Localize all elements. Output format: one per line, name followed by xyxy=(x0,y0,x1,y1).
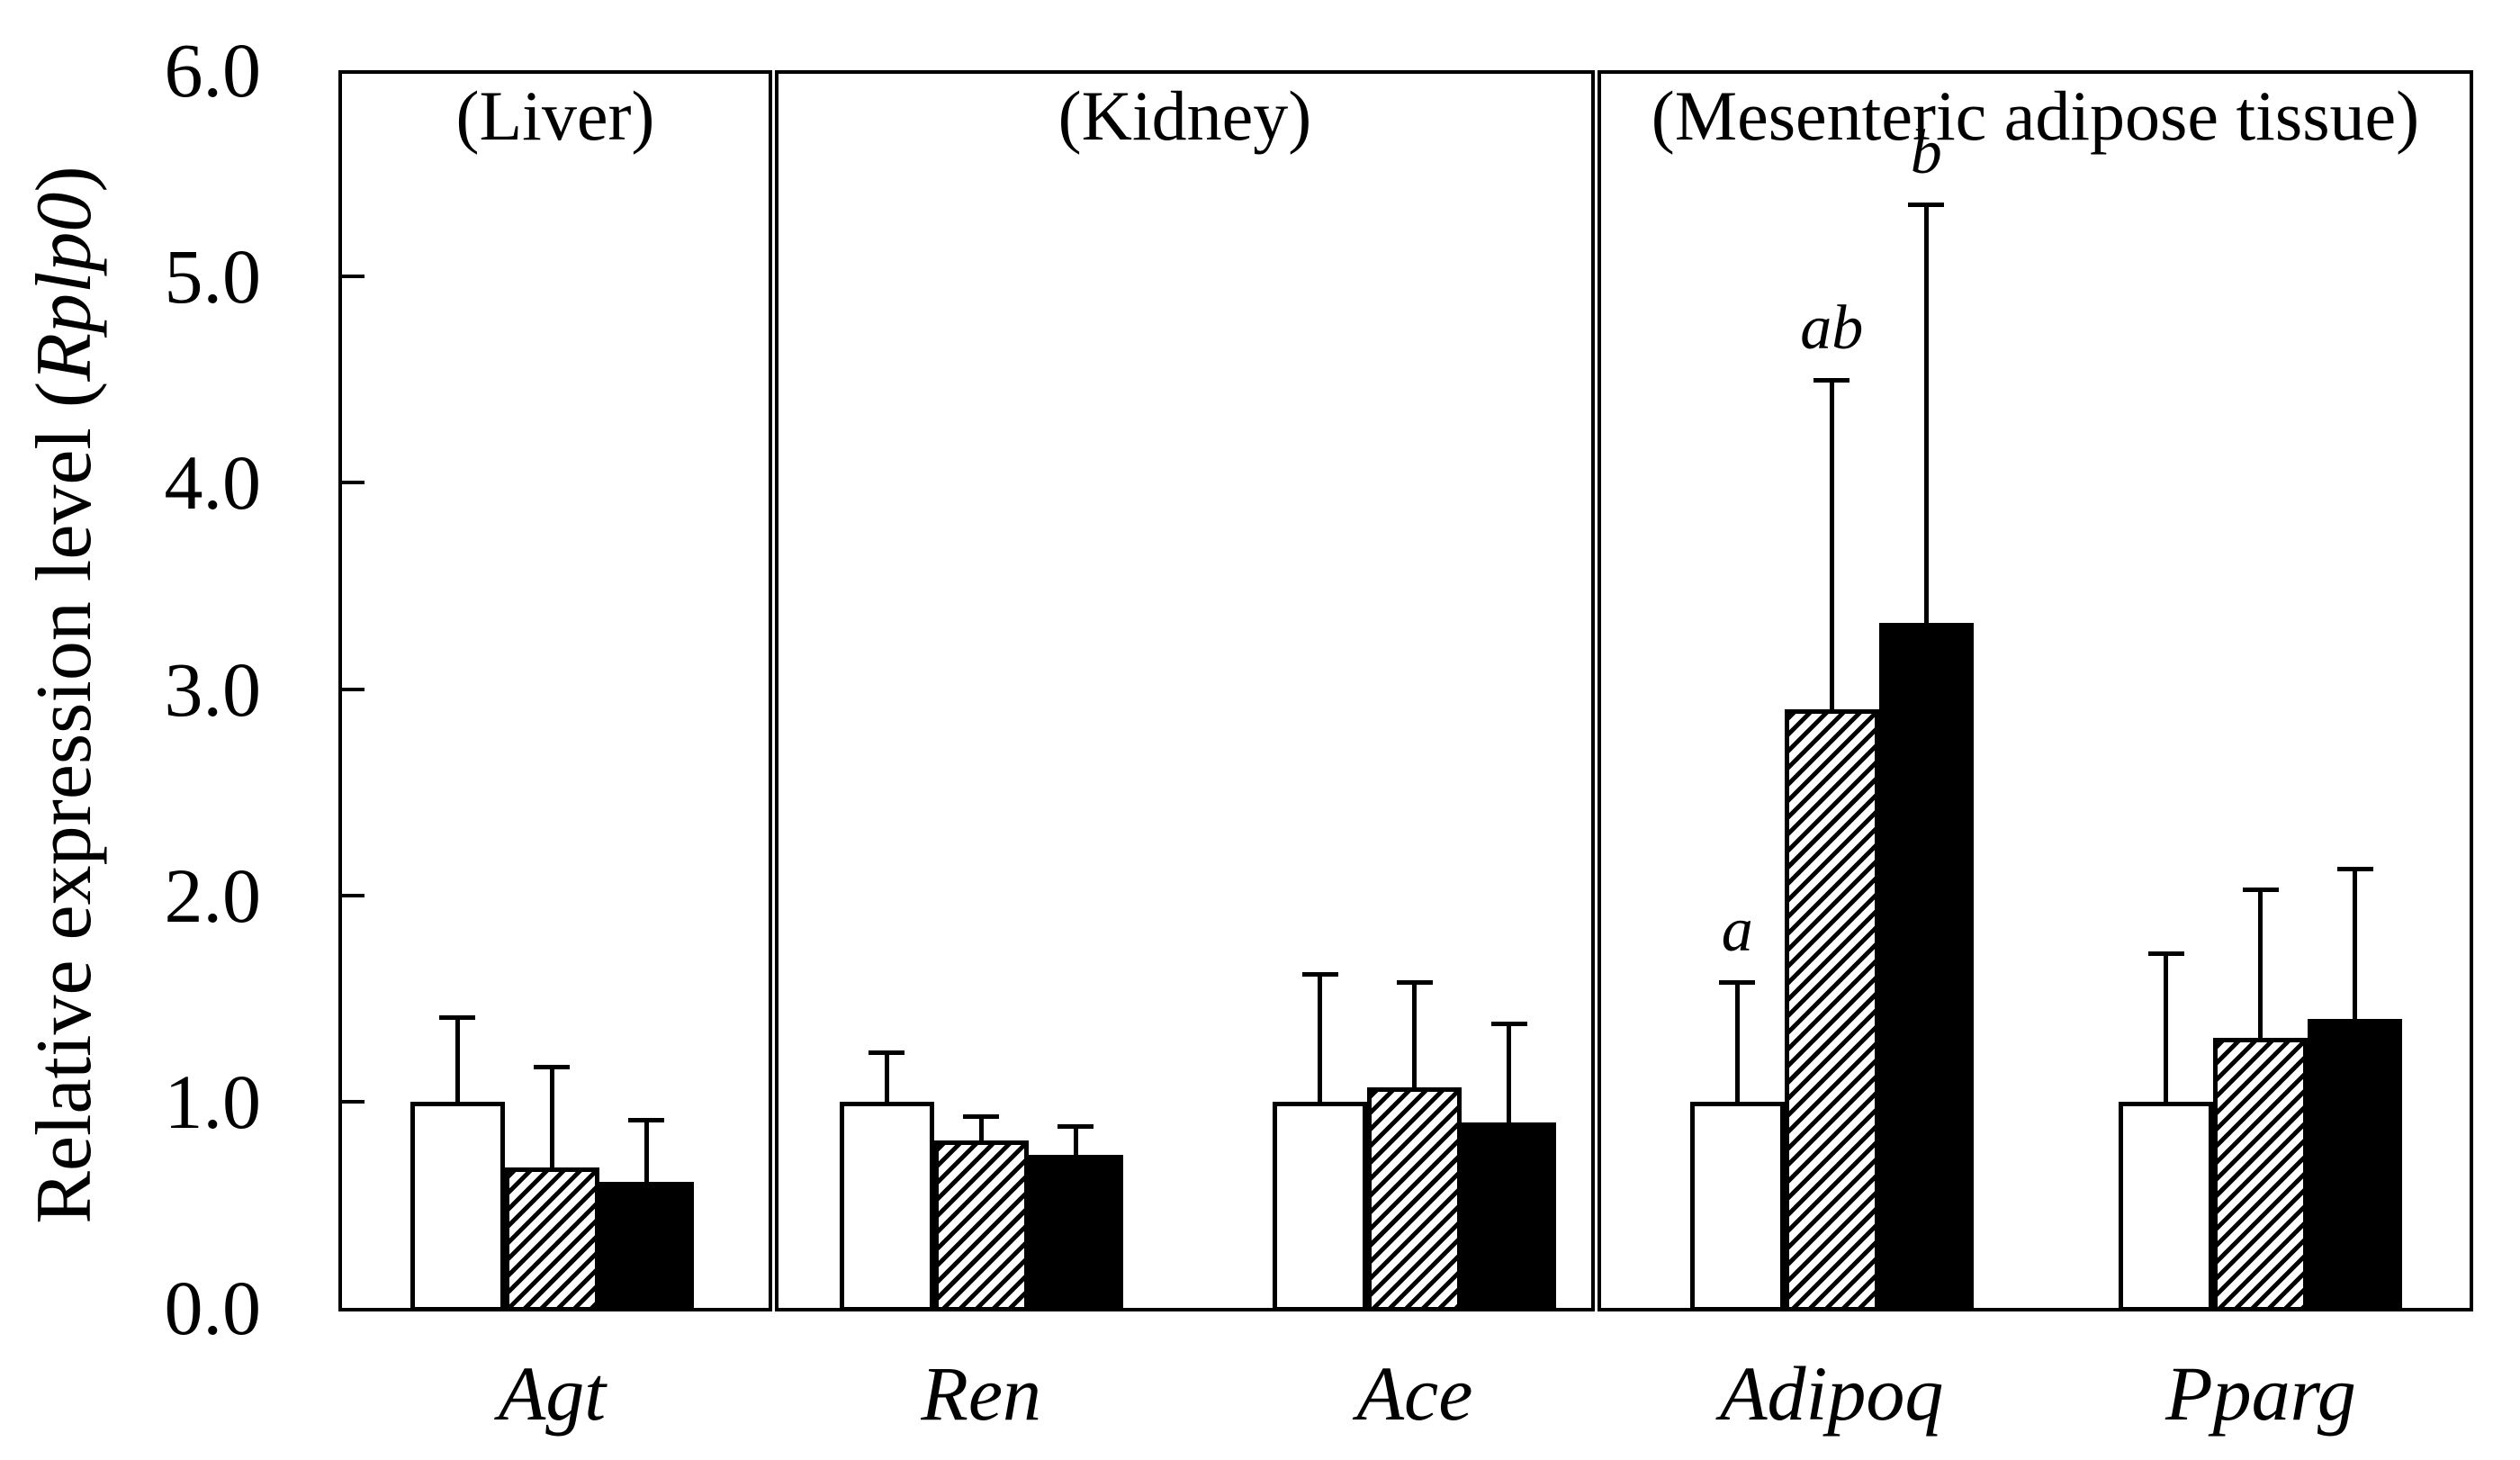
error-bar-cap xyxy=(1490,1021,1527,1026)
panel-title: (Kidney) xyxy=(1058,77,1312,155)
error-bar-line xyxy=(1923,203,1929,624)
y-tick-label: 0.0 xyxy=(164,1265,262,1351)
error-bar-line xyxy=(1734,981,1740,1102)
y-tick-label: 1.0 xyxy=(164,1058,262,1145)
significance-letter-ab: ab xyxy=(1800,293,1864,363)
error-bar-cap xyxy=(2147,951,2184,956)
bar-agt-white xyxy=(410,1101,505,1311)
x-axis-label-adipoq: Adipoq xyxy=(1719,1350,1944,1437)
error-bar-cap xyxy=(2336,866,2373,871)
bar-adipoq-white xyxy=(1689,1101,1785,1311)
bar-ren-black xyxy=(1028,1155,1123,1311)
y-tick-mark xyxy=(342,481,364,485)
error-bar-line xyxy=(644,1120,649,1183)
error-bar-line xyxy=(978,1115,984,1141)
error-bar-cap xyxy=(439,1014,476,1020)
bar-agt-black xyxy=(598,1182,694,1311)
bar-ren-hatched xyxy=(933,1140,1029,1311)
error-bar-line xyxy=(549,1066,554,1168)
error-bar-line xyxy=(454,1016,460,1102)
panel-kidney: (Kidney) xyxy=(774,70,1595,1311)
x-axis-label-pparg: Pparg xyxy=(2165,1350,2356,1437)
error-bar-cap xyxy=(963,1113,1000,1119)
error-bar-cap xyxy=(534,1064,571,1069)
error-bar-line xyxy=(1829,379,1834,710)
error-bar-cap xyxy=(1058,1124,1094,1130)
error-bar-line xyxy=(2353,868,2358,1020)
bar-adipoq-hatched xyxy=(1784,709,1879,1311)
y-axis-title-suffix: ) xyxy=(21,166,108,193)
y-tick-label: 5.0 xyxy=(164,233,262,320)
error-bar-line xyxy=(1412,981,1418,1087)
error-bar-line xyxy=(1073,1126,1078,1156)
y-tick-mark xyxy=(342,893,364,897)
y-tick-mark xyxy=(342,687,364,691)
bar-ren-white xyxy=(839,1101,934,1311)
error-bar-line xyxy=(884,1051,889,1102)
bar-ace-black xyxy=(1462,1122,1557,1311)
error-bar-cap xyxy=(628,1118,665,1123)
bar-pparg-black xyxy=(2308,1019,2403,1311)
error-bar-line xyxy=(2258,888,2264,1038)
bar-adipoq-black xyxy=(1878,623,1974,1311)
bar-pparg-white xyxy=(2119,1101,2214,1311)
panel-mesentericadiposetissue: (Mesenteric adipose tissue) xyxy=(1597,70,2473,1311)
error-bar-line xyxy=(1507,1023,1512,1122)
y-tick-label: 3.0 xyxy=(164,645,262,733)
x-axis-label-ace: Ace xyxy=(1356,1350,1473,1437)
panel-title: (Liver) xyxy=(455,77,655,155)
panel-title: (Mesenteric adipose tissue) xyxy=(1651,77,2420,155)
significance-letter-b: b xyxy=(1910,117,1942,187)
significance-letter-a: a xyxy=(1721,895,1753,965)
error-bar-line xyxy=(2164,952,2169,1102)
panel-liver: (Liver) xyxy=(338,70,772,1311)
error-bar-cap xyxy=(2242,887,2279,892)
error-bar-cap xyxy=(1301,971,1338,977)
error-bar-cap xyxy=(1396,979,1433,985)
y-tick-label: 4.0 xyxy=(164,439,262,527)
error-bar-cap xyxy=(1719,979,1756,985)
y-tick-label: 2.0 xyxy=(164,852,262,939)
error-bar-line xyxy=(1318,973,1323,1102)
y-tick-mark xyxy=(342,275,364,279)
bar-agt-hatched xyxy=(504,1167,599,1311)
bar-ace-hatched xyxy=(1367,1086,1462,1311)
error-bar-cap xyxy=(1908,202,1945,207)
bar-ace-white xyxy=(1273,1101,1368,1311)
y-tick-mark xyxy=(342,1099,364,1104)
bar-pparg-hatched xyxy=(2213,1037,2308,1311)
error-bar-cap xyxy=(1814,377,1850,383)
error-bar-cap xyxy=(868,1050,905,1055)
x-axis-label-agt: Agt xyxy=(498,1350,607,1437)
x-axis-label-ren: Ren xyxy=(921,1350,1042,1437)
y-tick-label: 6.0 xyxy=(164,27,262,113)
